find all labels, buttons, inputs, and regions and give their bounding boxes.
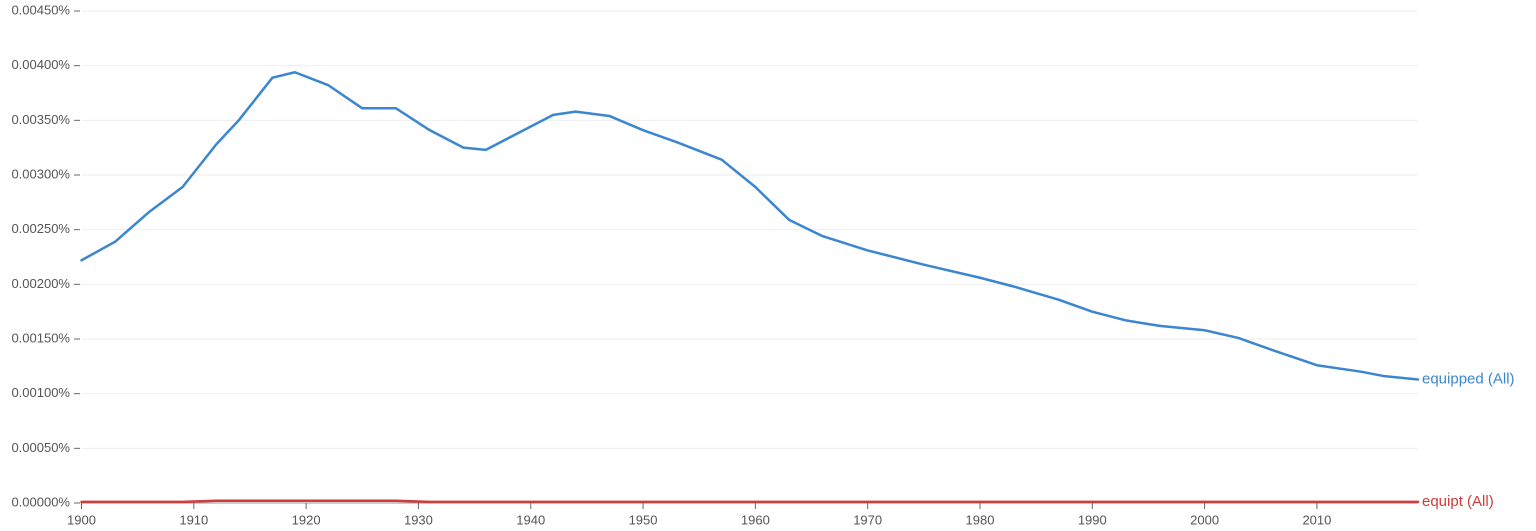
y-tick-label: 0.00450% — [11, 2, 70, 17]
series-label: equipt (All) — [1422, 493, 1494, 510]
y-tick-label: 0.00050% — [11, 440, 70, 455]
y-tick-label: 0.00200% — [11, 276, 70, 291]
x-tick-label: 2010 — [1302, 512, 1331, 527]
y-tick-label: 0.00400% — [11, 57, 70, 72]
x-tick-label: 1970 — [853, 512, 882, 527]
y-tick-label: 0.00100% — [11, 385, 70, 400]
series-line — [80, 499, 1420, 504]
x-tick-label: 1990 — [1078, 512, 1107, 527]
series-label: equipped (All) — [1422, 370, 1515, 387]
y-tick-label: 0.00250% — [11, 221, 70, 236]
y-tick-label: 0.00150% — [11, 330, 70, 345]
x-tick-label: 1920 — [292, 512, 321, 527]
series-line — [80, 70, 1420, 381]
x-tick-label: 1900 — [67, 512, 96, 527]
x-tick-label: 1930 — [404, 512, 433, 527]
x-tick-label: 1910 — [179, 512, 208, 527]
x-tick-label: 1940 — [516, 512, 545, 527]
x-tick-label: 1980 — [966, 512, 995, 527]
x-tick-label: 1960 — [741, 512, 770, 527]
x-tick-label: 2000 — [1190, 512, 1219, 527]
y-tick-label: 0.00000% — [11, 494, 70, 509]
y-tick-label: 0.00350% — [11, 112, 70, 127]
x-tick-label: 1950 — [629, 512, 658, 527]
y-tick-label: 0.00300% — [11, 166, 70, 181]
